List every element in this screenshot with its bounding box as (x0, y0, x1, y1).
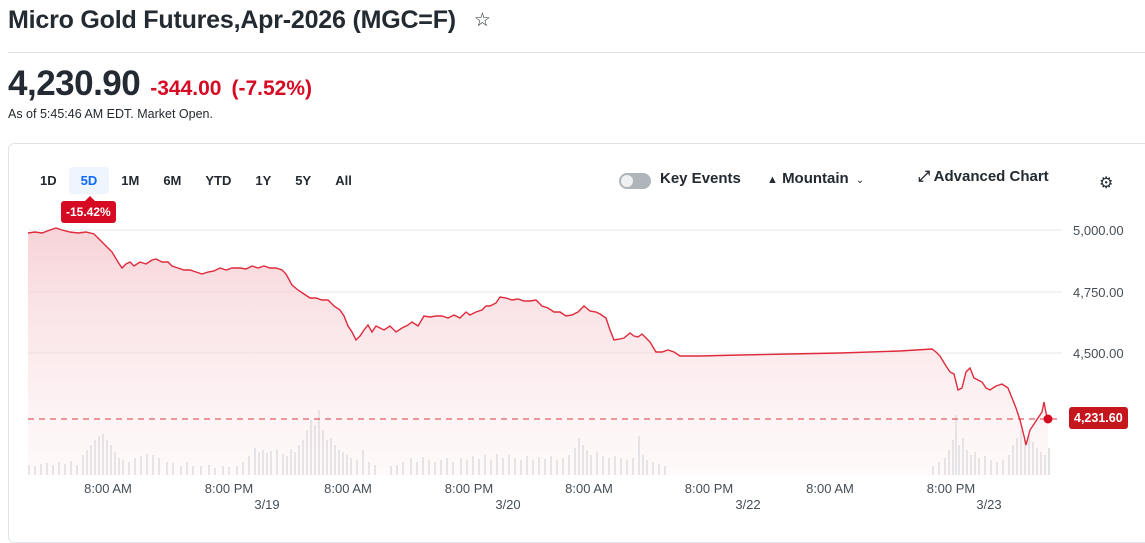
key-events-toggle[interactable] (619, 173, 651, 189)
mountain-icon: ▲ (767, 174, 778, 186)
x-tick: 8:00 AM (806, 481, 854, 496)
price-area-fill (28, 228, 1048, 475)
date-label: 3/19 (254, 497, 280, 512)
tab-all[interactable]: All (335, 173, 352, 188)
y-tick-4750: 4,750.00 (1073, 285, 1124, 300)
x-tick: 8:00 PM (204, 481, 254, 496)
price-row: 4,230.90 -344.00 (-7.52%) (8, 64, 312, 104)
gear-icon[interactable]: ⚙ (1099, 175, 1114, 192)
x-tick: 8:00 AM (565, 481, 613, 496)
x-tick: 8:00 PM (926, 481, 976, 496)
price-line (27, 227, 1049, 446)
current-price-tag: 4,231.60 (1069, 407, 1128, 429)
date-label: 3/23 (976, 497, 1002, 512)
quote-header: Micro Gold Futures,Apr-2026 (MGC=F) ☆ (8, 6, 491, 35)
advanced-chart-label: Advanced Chart (933, 168, 1049, 185)
tab-ytd[interactable]: YTD (205, 173, 232, 188)
page-title: Micro Gold Futures,Apr-2026 (MGC=F) (8, 6, 456, 34)
x-tick: 8:00 PM (444, 481, 494, 496)
y-tick-4500: 4,500.00 (1073, 346, 1124, 361)
date-label: 3/22 (735, 497, 761, 512)
advanced-chart-button[interactable]: ⤢ Advanced Chart (918, 168, 1049, 185)
x-tick: 8:00 AM (324, 481, 372, 496)
price-change: -344.00 (150, 77, 222, 100)
range-change-badge: -15.42% (61, 196, 116, 223)
tab-1d[interactable]: 1D (40, 173, 57, 188)
x-tick: 8:00 PM (684, 481, 734, 496)
tab-6m[interactable]: 6M (163, 173, 182, 188)
price-chart[interactable] (0, 0, 1145, 517)
y-tick-5000: 5,000.00 (1073, 223, 1124, 238)
range-tabs: 1D 5D 1M 6M YTD 1Y 5Y All (28, 167, 364, 194)
key-events-label[interactable]: Key Events (660, 170, 741, 187)
header-divider (8, 52, 1145, 53)
star-outline-icon[interactable]: ☆ (473, 10, 491, 31)
tab-5d[interactable]: 5D (68, 167, 110, 194)
chart-type-dropdown[interactable]: ▲ Mountain ⌄ (767, 170, 864, 187)
x-tick: 8:00 AM (84, 481, 132, 496)
as-of-timestamp: As of 5:45:46 AM EDT. Market Open. (8, 107, 213, 121)
tab-1y[interactable]: 1Y (255, 173, 272, 188)
date-label: 3/20 (495, 497, 521, 512)
toggle-knob (621, 175, 633, 187)
current-price: 4,230.90 (8, 64, 141, 103)
chart-type-label: Mountain (782, 170, 849, 187)
current-price-dot (1043, 414, 1053, 424)
expand-icon: ⤢ (918, 168, 931, 185)
price-change-percent: (-7.52%) (231, 77, 313, 100)
tab-5y[interactable]: 5Y (295, 173, 312, 188)
chevron-down-icon: ⌄ (855, 175, 865, 186)
tab-1m[interactable]: 1M (121, 173, 140, 188)
